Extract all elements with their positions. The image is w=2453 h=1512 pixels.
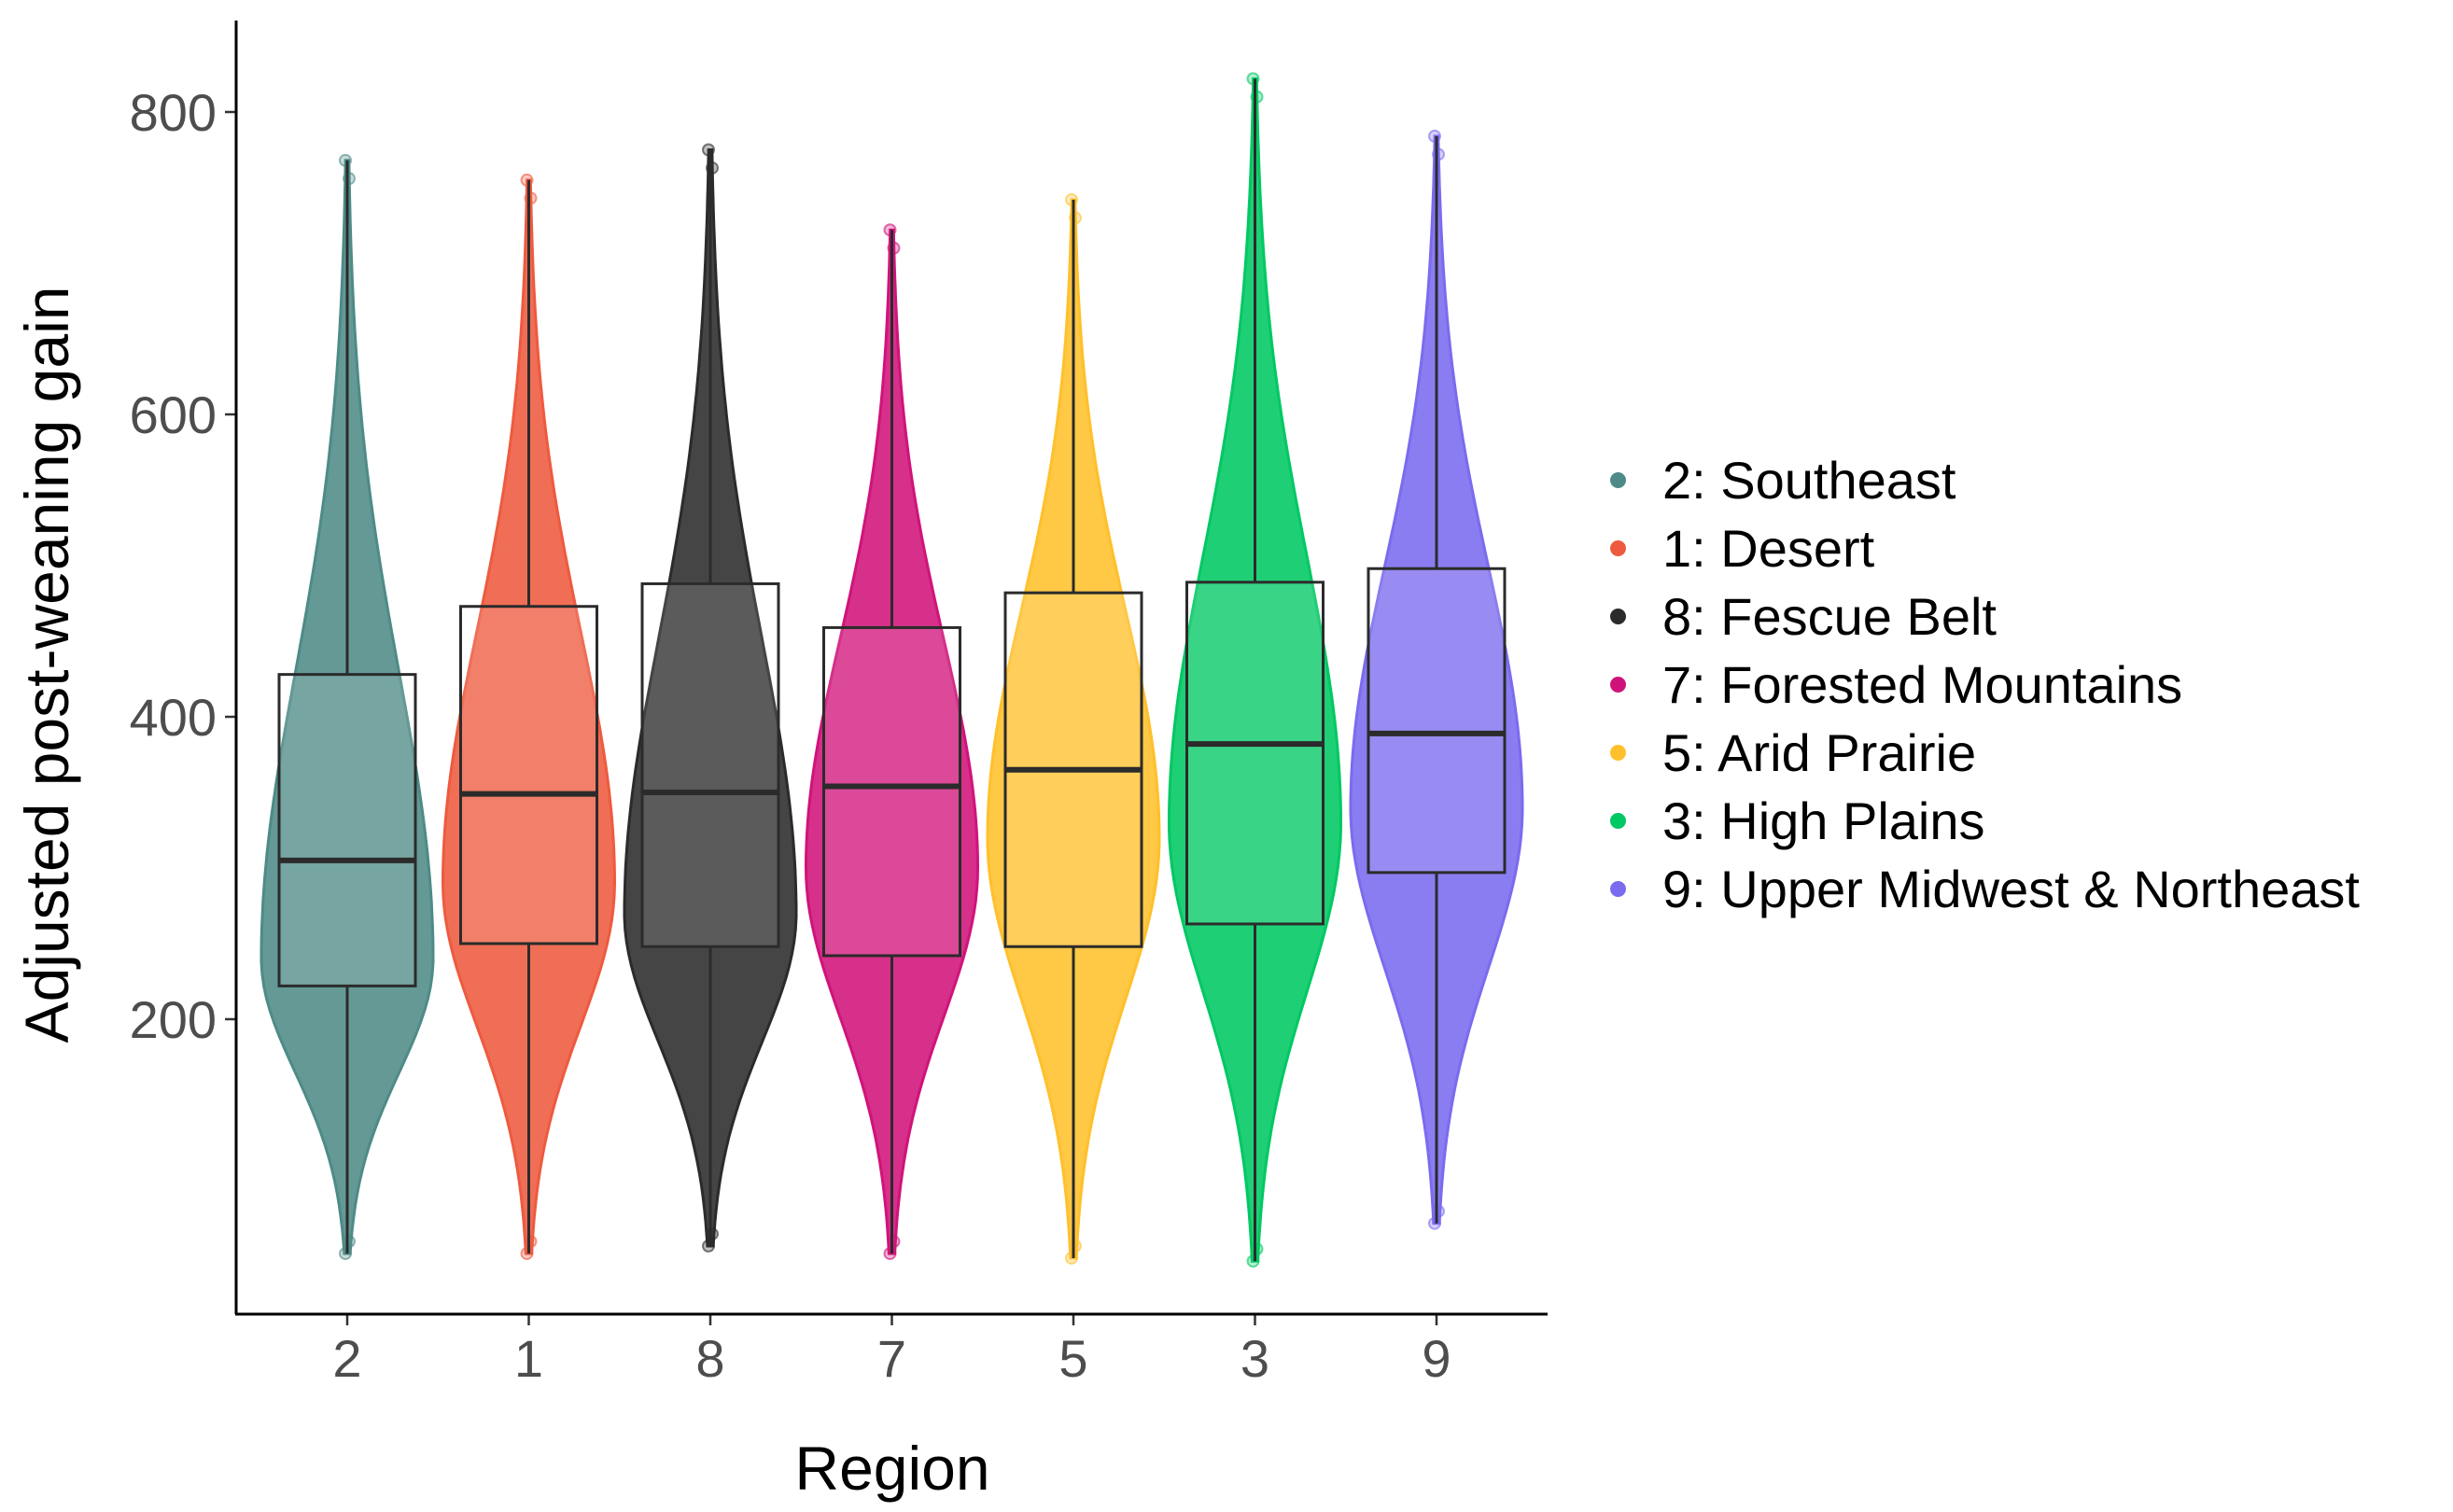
x-tick-label: 9 xyxy=(1422,1329,1451,1388)
legend-marker xyxy=(1610,677,1626,693)
outlier-point xyxy=(1065,192,1078,206)
violin-5 xyxy=(986,198,1161,1260)
box-7 xyxy=(822,625,961,958)
outlier-point xyxy=(1246,1254,1260,1268)
outlier-point xyxy=(1428,129,1441,143)
outlier-point xyxy=(520,173,534,187)
outlier-point xyxy=(887,241,901,255)
outlier-point xyxy=(706,161,719,175)
y-tick-label: 200 xyxy=(130,990,217,1049)
outlier-point xyxy=(343,1235,356,1249)
outlier-point xyxy=(702,143,715,157)
legend-marker xyxy=(1610,881,1626,897)
x-tick-label: 8 xyxy=(695,1329,724,1388)
box-8 xyxy=(640,581,780,948)
violin-1 xyxy=(441,178,617,1255)
legend-label: 7: Forested Mountains xyxy=(1662,655,2183,714)
violin-9 xyxy=(1349,134,1524,1225)
plot-area xyxy=(259,72,1524,1268)
legend-marker xyxy=(1610,540,1626,556)
legend-item: 1: Desert xyxy=(1610,514,2360,582)
x-axis-title: Region xyxy=(794,1434,989,1503)
outlier-point xyxy=(343,172,356,186)
outlier-point xyxy=(706,1227,719,1241)
y-tick-label: 400 xyxy=(130,688,217,747)
x-axis-ticks: 2 1 8 7 5 3 9 xyxy=(332,1314,1451,1388)
x-tick-label: 1 xyxy=(514,1329,543,1388)
outlier-point xyxy=(1250,90,1264,104)
outlier-point xyxy=(1069,211,1082,225)
outlier-point xyxy=(1428,1216,1441,1230)
legend-item: 9: Upper Midwest & Northeast xyxy=(1610,855,2360,923)
violin-8 xyxy=(623,148,798,1248)
legend-marker xyxy=(1610,813,1626,829)
outlier-point xyxy=(1250,1242,1264,1256)
legend-label: 1: Desert xyxy=(1662,519,1875,578)
violin-7 xyxy=(804,228,980,1255)
legend-item: 8: Fescue Belt xyxy=(1610,582,2360,651)
outlier-point xyxy=(1246,72,1260,86)
box-3 xyxy=(1185,581,1325,926)
legend-label: 2: Southeast xyxy=(1662,451,1956,510)
box-1 xyxy=(459,605,598,945)
legend-item: 5: Arid Prairie xyxy=(1610,719,2360,787)
outlier-point xyxy=(883,223,897,237)
violin-3 xyxy=(1168,77,1342,1263)
y-axis-ticks: 200 400 600 800 xyxy=(130,83,236,1049)
outlier-point xyxy=(1069,1239,1082,1253)
x-tick-label: 3 xyxy=(1241,1329,1269,1388)
y-tick-label: 600 xyxy=(130,385,217,444)
legend-marker xyxy=(1610,472,1626,488)
legend-label: 8: Fescue Belt xyxy=(1662,587,1997,646)
legend-label: 9: Upper Midwest & Northeast xyxy=(1662,860,2360,918)
y-tick-label: 800 xyxy=(130,83,217,142)
legend-label: 3: High Plains xyxy=(1662,791,1985,850)
violin-2 xyxy=(259,159,435,1255)
outlier-point xyxy=(1432,1204,1445,1218)
outlier-point xyxy=(339,1247,352,1261)
legend-marker xyxy=(1610,745,1626,761)
box-9 xyxy=(1367,567,1507,875)
outlier-point xyxy=(883,1247,897,1261)
legend-item: 7: Forested Mountains xyxy=(1610,651,2360,719)
outlier-point xyxy=(1065,1251,1078,1265)
legend-item: 2: Southeast xyxy=(1610,446,2360,514)
x-tick-label: 5 xyxy=(1058,1329,1087,1388)
outlier-point xyxy=(1432,147,1445,161)
outlier-point xyxy=(524,1235,538,1249)
outlier-point xyxy=(702,1239,715,1253)
x-tick-label: 7 xyxy=(877,1329,906,1388)
legend-marker xyxy=(1610,609,1626,624)
outlier-point xyxy=(520,1247,534,1261)
outlier-point xyxy=(887,1235,901,1249)
box-2 xyxy=(277,673,417,987)
y-axis-title: Adjusted post-weaning gain xyxy=(12,287,81,1043)
outlier-point xyxy=(524,191,538,205)
legend-item: 3: High Plains xyxy=(1610,787,2360,855)
legend: 2: Southeast 1: Desert 8: Fescue Belt 7: Fo… xyxy=(1610,446,2360,923)
x-tick-label: 2 xyxy=(332,1329,361,1388)
legend-label: 5: Arid Prairie xyxy=(1662,723,1977,782)
outlier-point xyxy=(339,153,352,167)
chart: 200 400 600 800 2 1 8 7 5 3 9 Region Adjusted pos… xyxy=(12,21,1548,1503)
